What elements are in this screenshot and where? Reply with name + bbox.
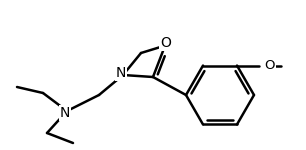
Text: O: O: [264, 59, 274, 72]
Text: N: N: [60, 106, 70, 120]
Text: N: N: [116, 66, 126, 80]
Text: O: O: [161, 36, 171, 50]
